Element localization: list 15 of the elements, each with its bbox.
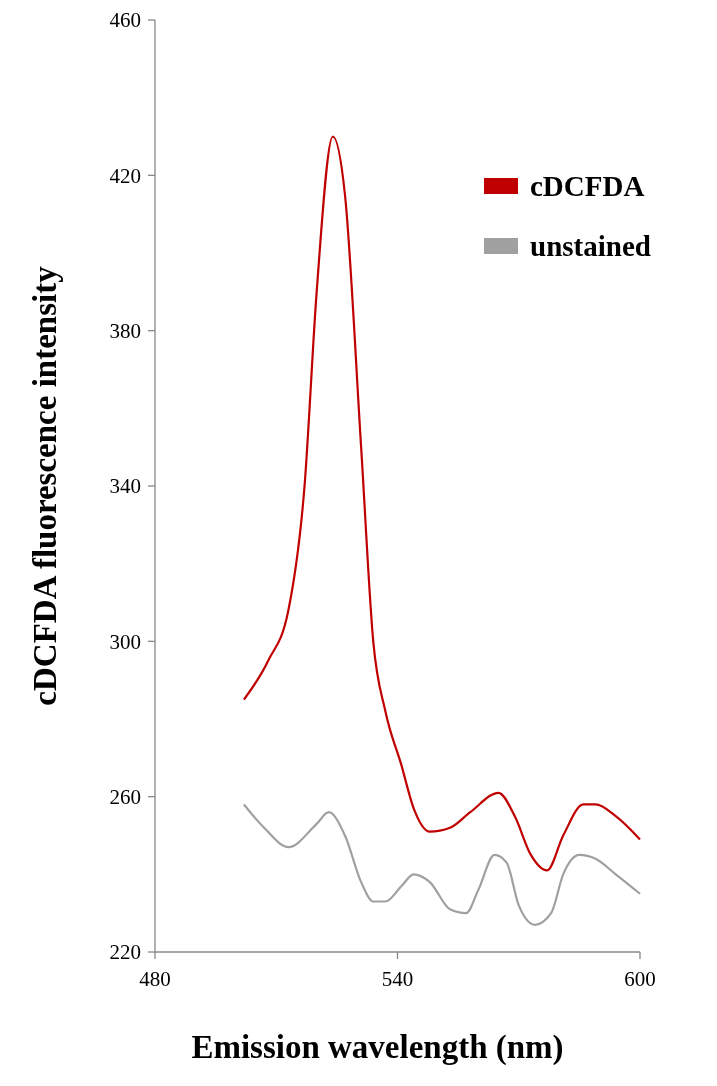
x-tick-label: 480 bbox=[139, 967, 171, 991]
legend-label: unstained bbox=[530, 230, 651, 262]
y-tick-label: 300 bbox=[109, 629, 141, 654]
y-tick-label: 260 bbox=[109, 785, 141, 810]
legend-label: cDCFDA bbox=[530, 170, 645, 202]
y-axis-title: cDCFDA fluorescence intensity bbox=[27, 265, 63, 706]
x-axis-title: Emission wavelength (nm) bbox=[191, 1029, 564, 1066]
line-series bbox=[242, 803, 642, 926]
y-tick-label: 220 bbox=[109, 940, 141, 965]
y-tick-label: 340 bbox=[109, 474, 141, 499]
y-tick-label: 380 bbox=[109, 319, 141, 344]
x-tick-label: 540 bbox=[381, 967, 414, 991]
y-tick-label: 460 bbox=[109, 8, 141, 33]
x-tick-label: 600 bbox=[624, 967, 656, 991]
y-tick-label: 420 bbox=[109, 163, 141, 188]
